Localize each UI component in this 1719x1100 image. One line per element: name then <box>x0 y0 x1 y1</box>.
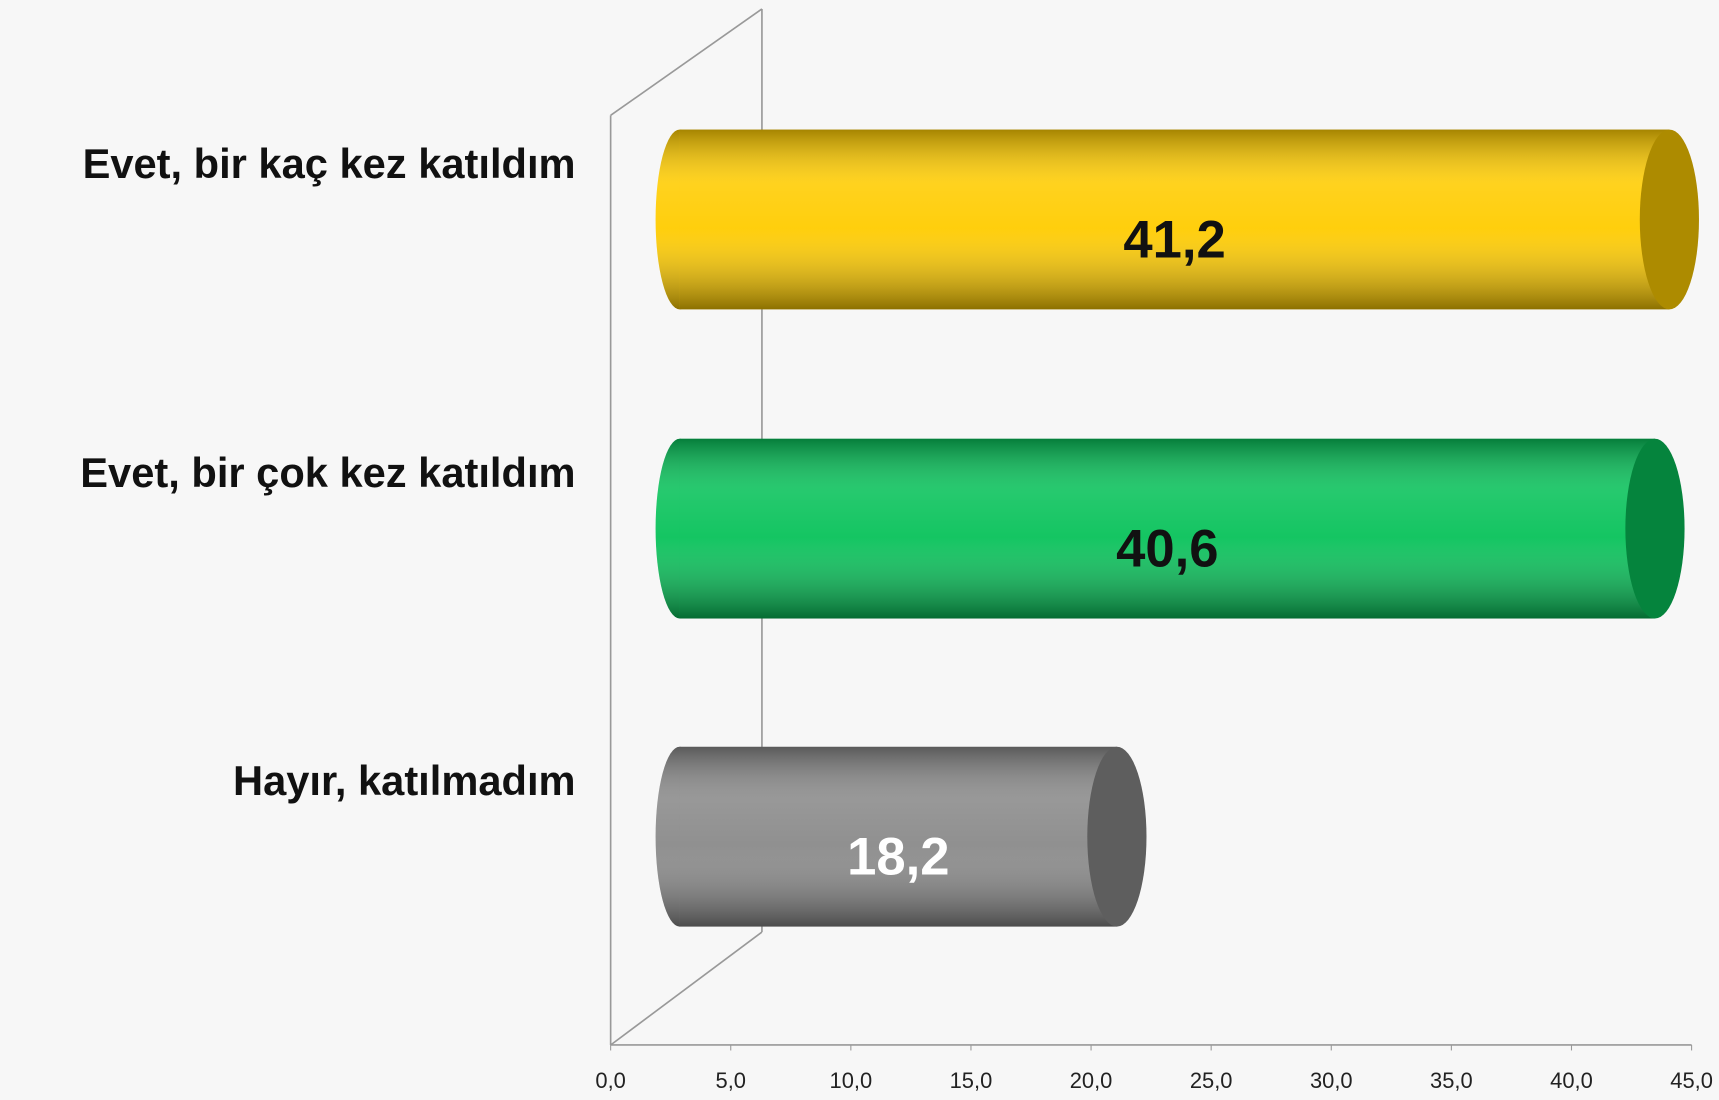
bar-cap-right <box>1625 439 1684 619</box>
value-label: 40,6 <box>1116 520 1218 579</box>
x-tick-label: 45,0 <box>1670 1068 1713 1093</box>
x-tick-label: 20,0 <box>1070 1068 1113 1093</box>
bar-cap-right <box>1640 130 1699 310</box>
x-tick-label: 15,0 <box>950 1068 993 1093</box>
x-tick-label: 35,0 <box>1430 1068 1473 1093</box>
x-tick-label: 5,0 <box>716 1068 746 1093</box>
x-tick-label: 0,0 <box>595 1068 625 1093</box>
category-label: Evet, bir kaç kez katıldım <box>83 140 576 187</box>
value-label: 18,2 <box>847 828 949 887</box>
value-label: 41,2 <box>1123 210 1225 269</box>
category-label: Hayır, katılmadım <box>233 757 576 804</box>
bar-cap-right <box>1087 747 1146 927</box>
x-tick-label: 30,0 <box>1310 1068 1353 1093</box>
x-tick-label: 10,0 <box>830 1068 873 1093</box>
chart: 0,0 5,0 10,0 15,0 20,0 25,0 30,0 35,0 40,0 45,0 41… <box>0 0 1719 1100</box>
category-label: Evet, bir çok kez katıldım <box>80 449 575 496</box>
page: {"chart_data": {"type": "bar", "orientat… <box>0 0 1719 1100</box>
x-tick-label: 25,0 <box>1190 1068 1233 1093</box>
x-tick-label: 40,0 <box>1550 1068 1593 1093</box>
